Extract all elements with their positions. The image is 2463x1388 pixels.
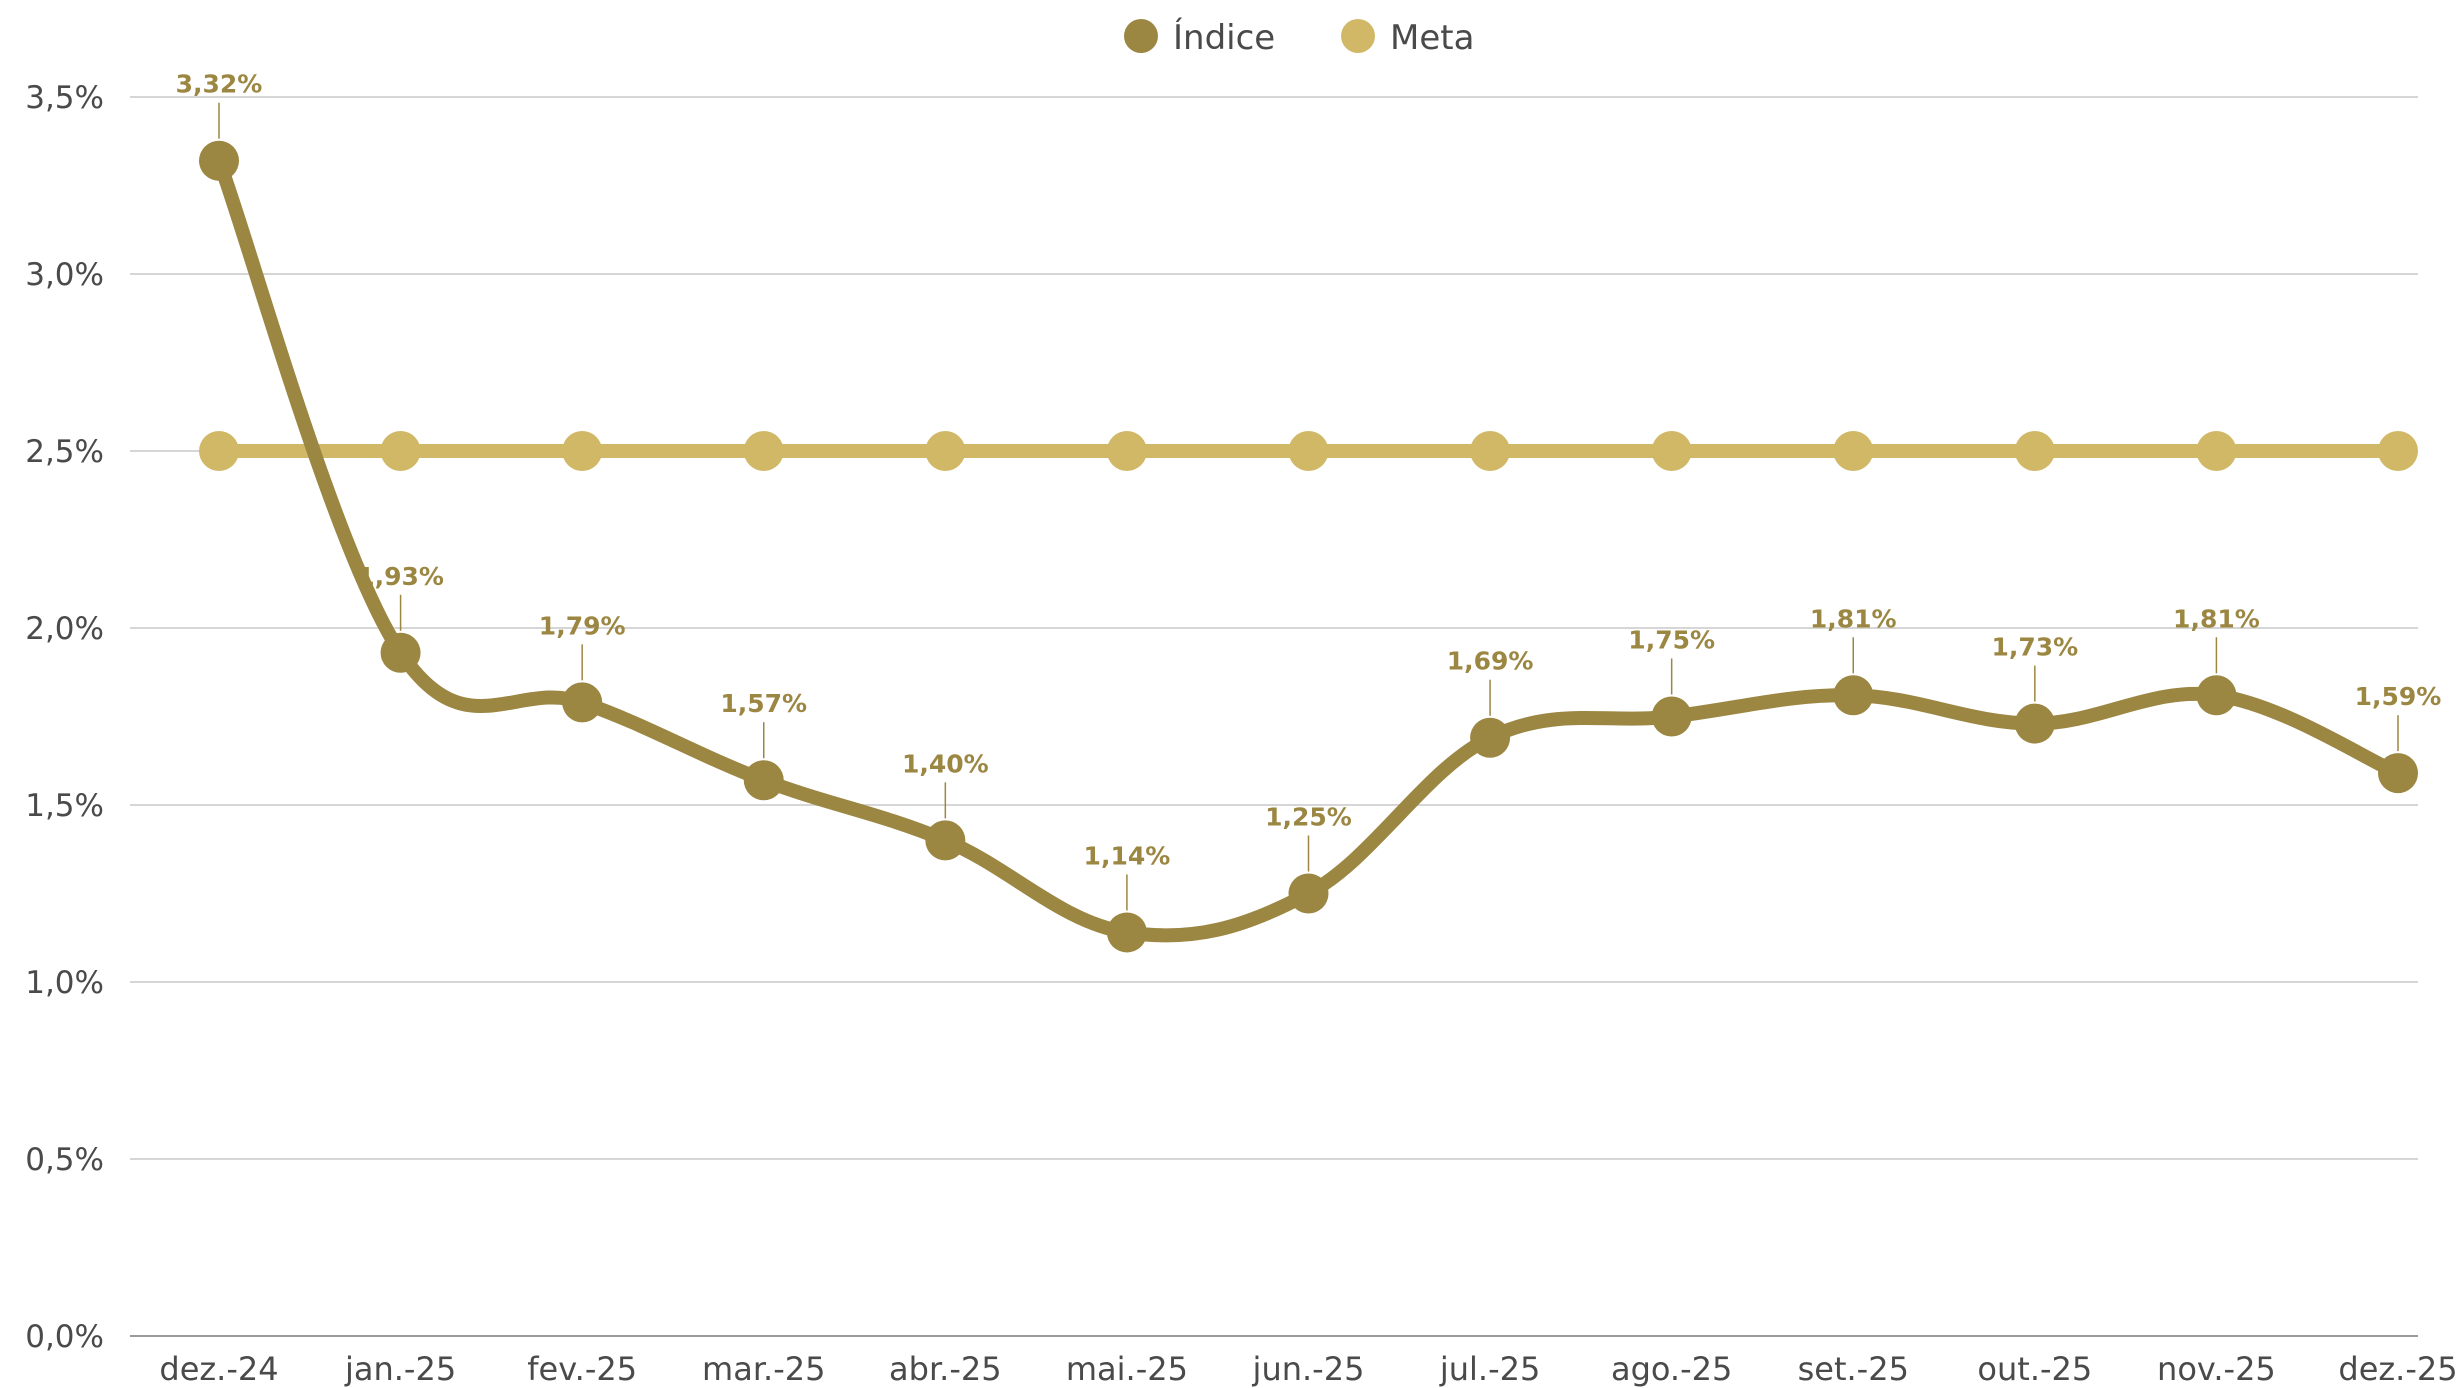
- y-tick-label: 1,5%: [25, 788, 104, 824]
- point-meta: [562, 431, 603, 471]
- point-indice: [380, 632, 421, 673]
- legend: Índice Meta: [1124, 17, 1474, 58]
- point-meta: [1288, 431, 1329, 471]
- x-tick-label: dez.-25: [2338, 1350, 2457, 1388]
- legend-label-indice: Índice: [1173, 17, 1275, 58]
- point-meta: [2014, 431, 2055, 471]
- data-label: 1,79%: [539, 611, 626, 640]
- legend-marker-indice: [1124, 19, 1158, 53]
- x-axis: dez.-24 jan.-25 fev.-25 mar.-25 abr.-25 mai.-…: [159, 1350, 2457, 1388]
- point-meta: [380, 431, 421, 471]
- x-tick-label: set.-25: [1798, 1350, 1909, 1388]
- point-meta: [199, 431, 239, 471]
- data-label: 1,59%: [2355, 682, 2442, 711]
- point-indice: [562, 682, 603, 723]
- point-indice: [925, 820, 966, 861]
- point-meta: [2378, 431, 2418, 471]
- x-tick-label: abr.-25: [889, 1350, 1002, 1388]
- data-label: 1,40%: [902, 749, 989, 778]
- point-meta: [1470, 431, 1511, 471]
- x-tick-label: mai.-25: [1066, 1350, 1188, 1388]
- point-indice: [1288, 873, 1329, 914]
- legend-marker-meta: [1341, 19, 1375, 53]
- point-indice: [1833, 675, 1874, 716]
- series-layer: [199, 140, 2418, 953]
- point-indice: [1470, 717, 1511, 758]
- data-label: 1,73%: [1991, 633, 2078, 662]
- data-label: 1,57%: [720, 689, 807, 718]
- x-tick-label: jan.-25: [344, 1350, 456, 1388]
- point-meta: [1106, 431, 1147, 471]
- y-tick-label: 3,5%: [25, 80, 104, 116]
- x-tick-label: fev.-25: [527, 1350, 637, 1388]
- y-tick-label: 2,5%: [25, 434, 104, 470]
- data-label: 1,25%: [1265, 803, 1352, 832]
- point-meta: [1833, 431, 1874, 471]
- point-indice: [2014, 703, 2055, 744]
- data-label: 1,69%: [1447, 647, 1534, 676]
- y-tick-label: 1,0%: [25, 965, 104, 1001]
- legend-label-meta: Meta: [1390, 18, 1474, 58]
- point-indice: [2378, 753, 2418, 794]
- point-meta: [1651, 431, 1692, 471]
- y-axis: 0,0% 0,5% 1,0% 1,5% 2,0% 2,5% 3,0% 3,5%: [25, 80, 104, 1355]
- x-tick-label: dez.-24: [159, 1350, 278, 1388]
- x-tick-label: jul.-25: [1439, 1350, 1541, 1388]
- point-indice: [1651, 696, 1692, 737]
- data-label: 3,32%: [176, 70, 263, 99]
- point-meta: [743, 431, 784, 471]
- point-indice: [1106, 912, 1147, 953]
- data-label: 1,75%: [1628, 626, 1715, 655]
- point-indice: [2196, 675, 2237, 716]
- data-labels: 3,32% 1,93% 1,79% 1,57% 1,40% 1,14% 1,25% 1,69%…: [176, 70, 2442, 911]
- point-indice: [743, 760, 784, 801]
- x-tick-label: ago.-25: [1611, 1350, 1732, 1388]
- x-tick-label: out.-25: [1977, 1350, 2092, 1388]
- data-label: 1,93%: [357, 562, 444, 591]
- y-tick-label: 2,0%: [25, 611, 104, 647]
- y-tick-label: 0,5%: [25, 1142, 104, 1178]
- y-tick-label: 3,0%: [25, 257, 104, 293]
- y-tick-label: 0,0%: [25, 1319, 104, 1355]
- x-tick-label: nov.-25: [2157, 1350, 2276, 1388]
- data-label: 1,14%: [1084, 841, 1171, 870]
- data-label: 1,81%: [1810, 604, 1897, 633]
- x-tick-label: jun.-25: [1252, 1350, 1365, 1388]
- point-indice: [199, 140, 239, 181]
- x-tick-label: mar.-25: [702, 1350, 825, 1388]
- point-meta: [2196, 431, 2237, 471]
- data-label: 1,81%: [2173, 604, 2260, 633]
- point-meta: [925, 431, 966, 471]
